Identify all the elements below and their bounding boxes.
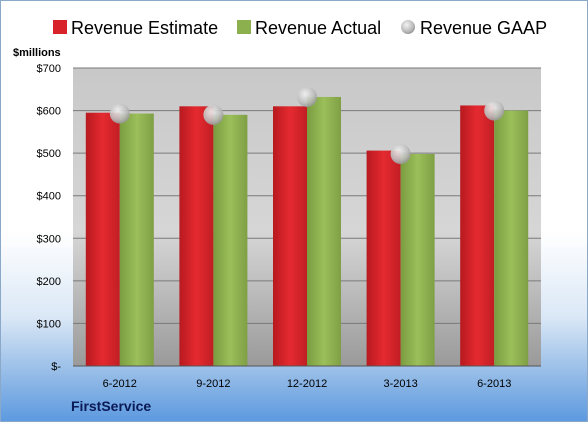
bar-revenue-actual-9-2012	[213, 114, 248, 366]
x-tick-label-3-2013: 3-2013	[383, 378, 417, 390]
y-tick-label-300: $300	[37, 233, 61, 245]
marker-revenue-gaap-6-2013	[484, 100, 505, 121]
bar-revenue-estimate-12-2012	[273, 106, 307, 367]
legend-swatch-revenue-estimate	[53, 20, 67, 34]
bar-revenue-actual-6-2012	[119, 113, 154, 367]
marker-revenue-gaap-9-2012	[203, 104, 224, 125]
bar-revenue-estimate-6-2013	[460, 105, 495, 366]
legend: Revenue Estimate Revenue Actual Revenue …	[53, 18, 547, 38]
bars	[85, 96, 529, 367]
bar-revenue-actual-12-2012	[307, 96, 341, 366]
legend-label-revenue-estimate: Revenue Estimate	[71, 18, 218, 38]
bar-revenue-estimate-9-2012	[179, 106, 214, 367]
y-tick-label-500: $500	[37, 148, 61, 160]
x-tick-label-6-2013: 6-2013	[477, 378, 511, 390]
x-tick-label-6-2012: 6-2012	[103, 378, 137, 390]
bar-revenue-actual-6-2013	[494, 110, 529, 366]
x-tick-label-9-2012: 9-2012	[196, 378, 230, 390]
bar-revenue-actual-3-2013	[400, 153, 435, 366]
y-tick-label-600: $600	[37, 106, 61, 118]
legend-swatch-revenue-gaap	[401, 20, 415, 34]
y-axis-ticks: $- $100 $200 $300 $400 $500 $600 $700	[37, 63, 62, 373]
x-tick-label-12-2012: 12-2012	[287, 378, 327, 390]
marker-revenue-gaap-12-2012	[297, 86, 317, 107]
bar-revenue-estimate-3-2013	[366, 150, 401, 366]
marker-revenue-gaap-6-2012	[109, 103, 130, 124]
legend-swatch-revenue-actual	[237, 20, 251, 34]
gaap-markers	[109, 86, 505, 164]
y-tick-label-0: $-	[51, 361, 61, 373]
y-axis-unit-label: $millions	[13, 47, 61, 59]
y-tick-label-200: $200	[37, 276, 61, 288]
y-tick-label-100: $100	[37, 318, 61, 330]
y-tick-label-400: $400	[37, 191, 61, 203]
legend-label-revenue-gaap: Revenue GAAP	[420, 18, 547, 38]
legend-label-revenue-actual: Revenue Actual	[255, 18, 381, 38]
x-axis-ticks: 6-2012 9-2012 12-2012 3-2013 6-2013	[103, 378, 512, 390]
company-name: FirstService	[71, 398, 151, 414]
marker-revenue-gaap-3-2013	[390, 143, 411, 164]
bar-revenue-estimate-6-2012	[85, 112, 120, 366]
y-tick-label-700: $700	[37, 63, 61, 75]
